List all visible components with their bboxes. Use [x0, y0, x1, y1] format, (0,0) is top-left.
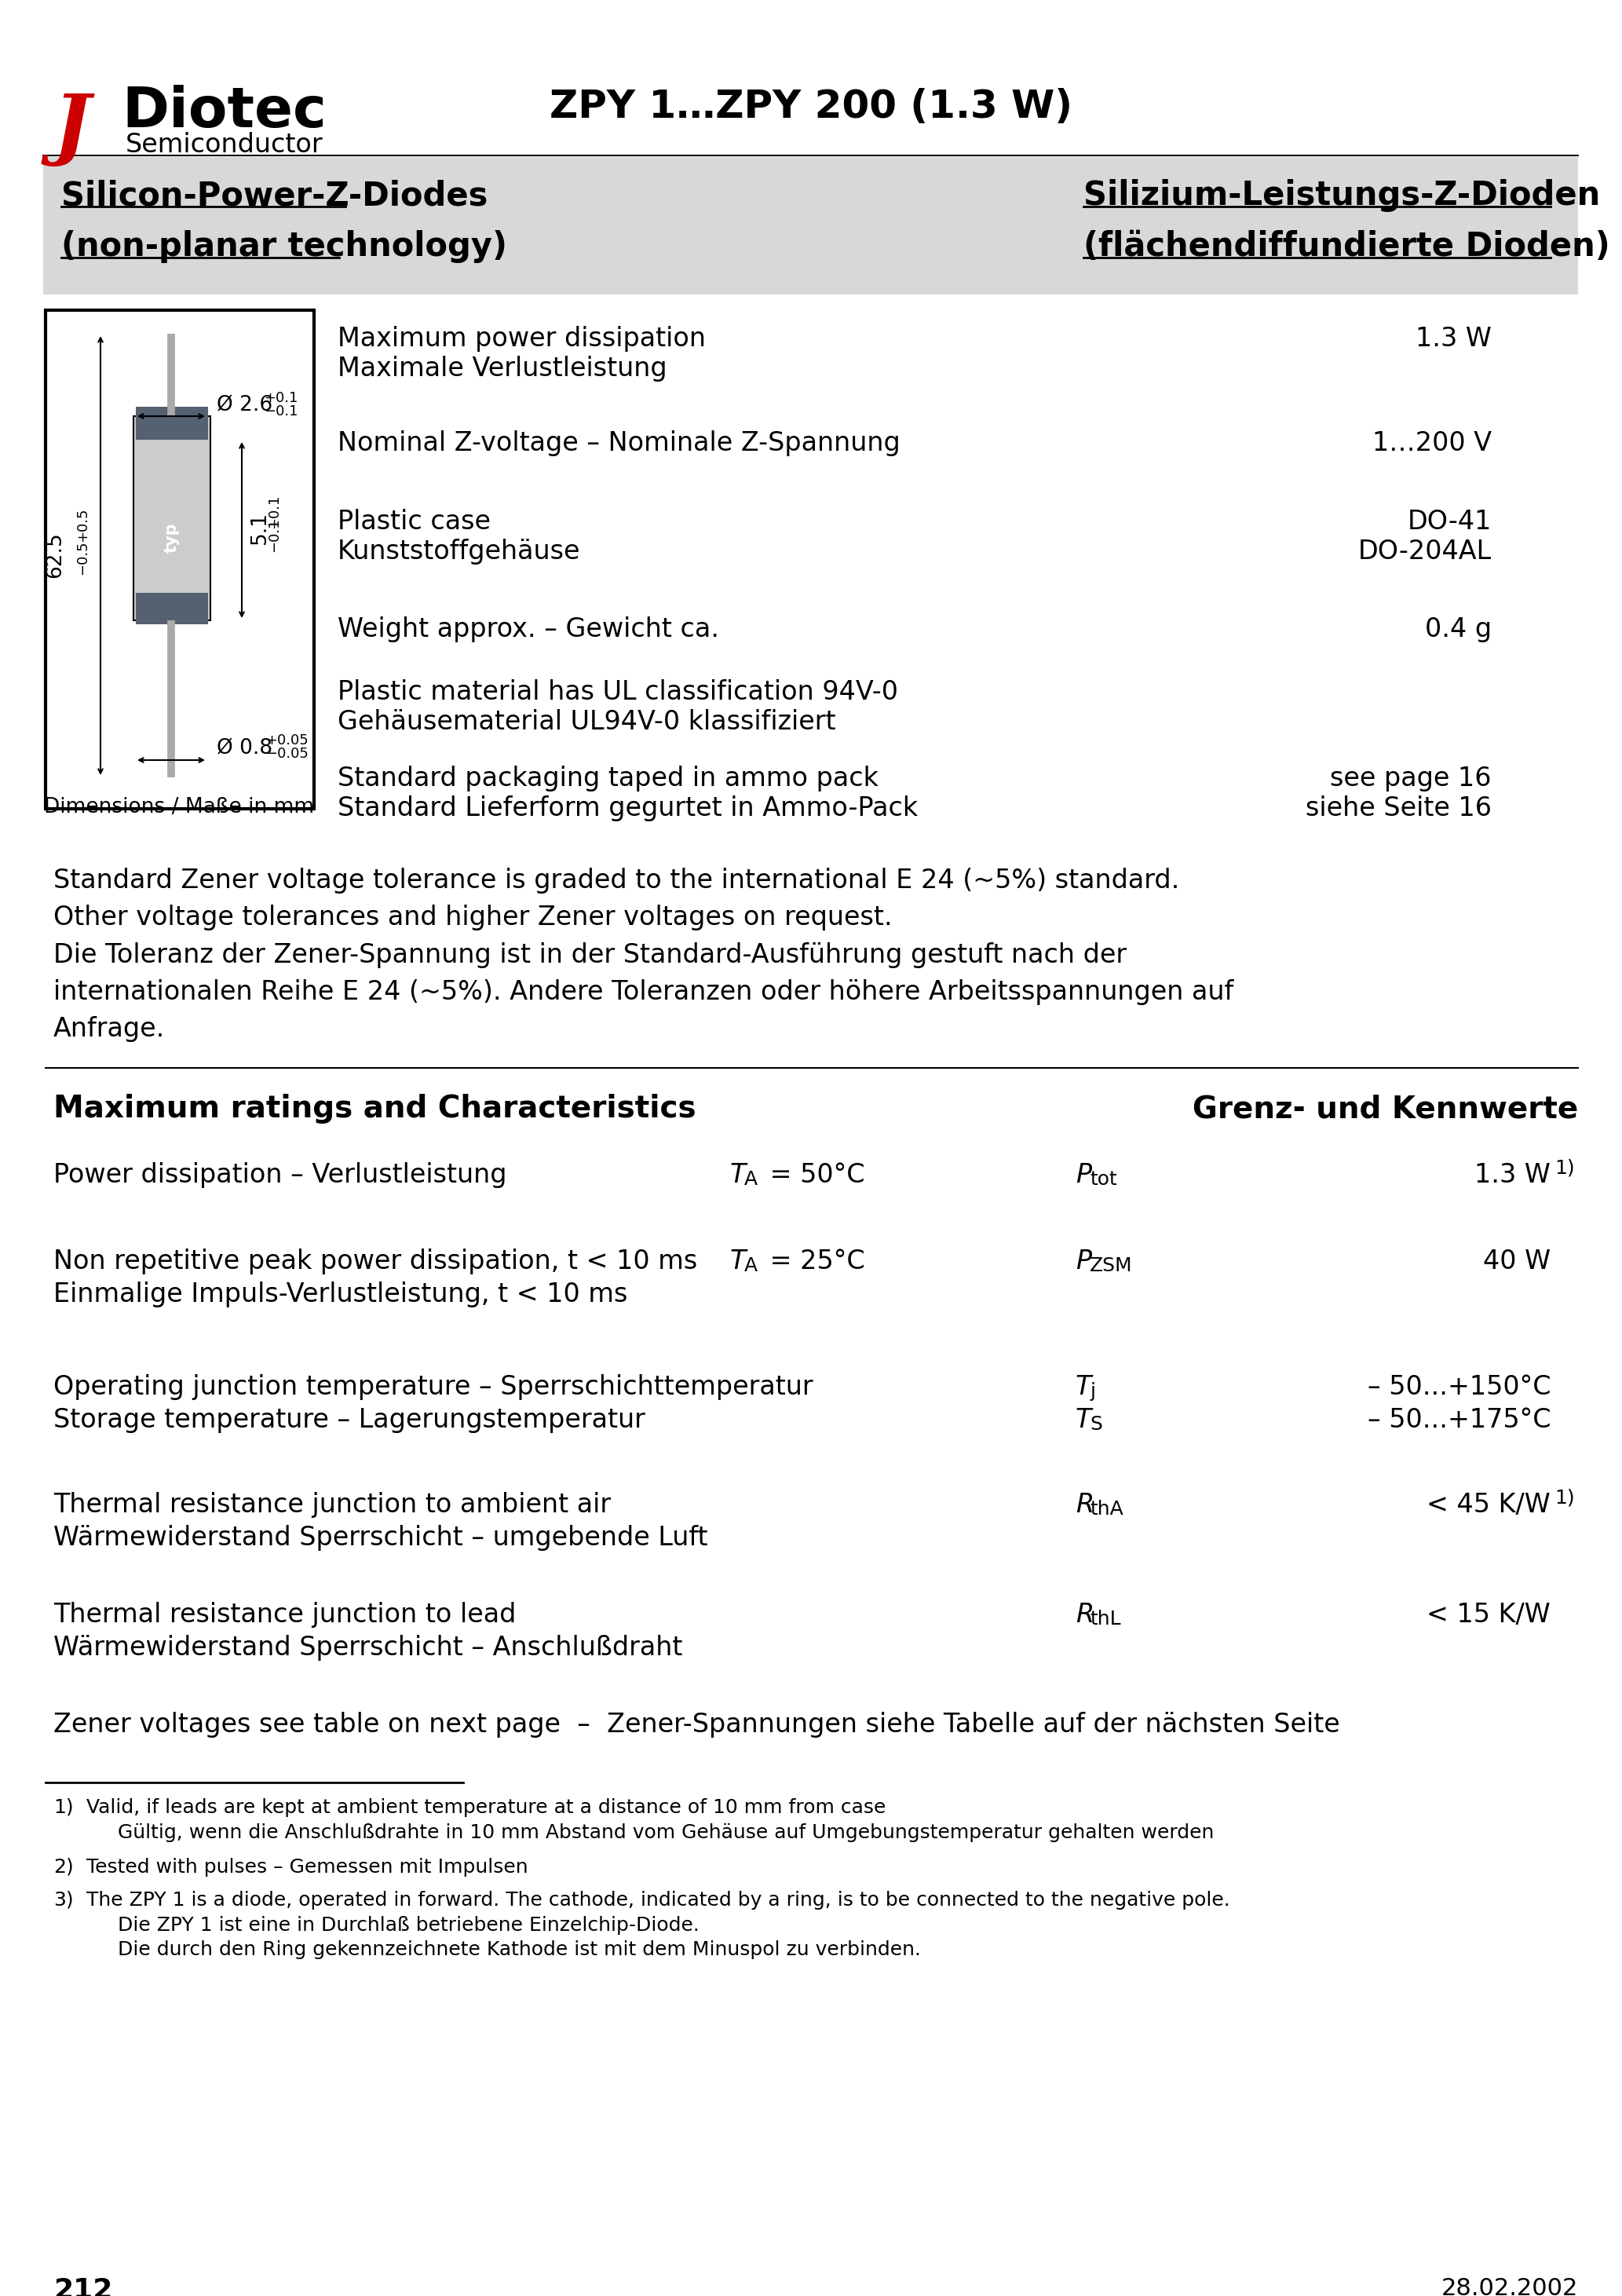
Text: Non repetitive peak power dissipation, t < 10 ms: Non repetitive peak power dissipation, t… [54, 1249, 697, 1274]
Text: Tested with pulses – Gemessen mit Impulsen: Tested with pulses – Gemessen mit Impuls… [86, 1857, 529, 1876]
Text: = 25°C: = 25°C [762, 1249, 865, 1274]
Text: P: P [1075, 1249, 1092, 1274]
Text: +0.05: +0.05 [266, 732, 308, 748]
Text: Maximum ratings and Characteristics: Maximum ratings and Characteristics [54, 1093, 696, 1123]
Text: P: P [1075, 1162, 1092, 1187]
Text: Kunststoffgehäuse: Kunststoffgehäuse [337, 540, 581, 565]
Text: Standard Zener voltage tolerance is graded to the international E 24 (~5%) stand: Standard Zener voltage tolerance is grad… [54, 868, 1234, 1042]
Text: typ: typ [164, 523, 180, 553]
Text: 3): 3) [54, 1892, 73, 1910]
Text: 1.3 W: 1.3 W [1416, 326, 1492, 351]
Text: siehe Seite 16: siehe Seite 16 [1306, 794, 1492, 822]
Text: – 50...+150°C: – 50...+150°C [1367, 1373, 1551, 1401]
Text: = 50°C: = 50°C [762, 1162, 865, 1187]
Text: Storage temperature – Lagerungstemperatur: Storage temperature – Lagerungstemperatu… [54, 1407, 646, 1433]
Text: 2): 2) [54, 1857, 73, 1876]
Text: < 45 K/W: < 45 K/W [1427, 1492, 1551, 1518]
Text: (non-planar technology): (non-planar technology) [62, 230, 508, 264]
Text: Operating junction temperature – Sperrschichttemperatur: Operating junction temperature – Sperrsc… [54, 1373, 813, 1401]
Text: ZSM: ZSM [1090, 1256, 1132, 1274]
Text: Grenz- und Kennwerte: Grenz- und Kennwerte [1192, 1093, 1578, 1123]
Text: 62.5: 62.5 [45, 533, 65, 579]
Text: 28.02.2002: 28.02.2002 [1440, 2278, 1578, 2296]
Text: Silizium-Leistungs-Z-Dioden: Silizium-Leistungs-Z-Dioden [1083, 179, 1601, 211]
Text: 1): 1) [1554, 1488, 1575, 1506]
Text: +0.1: +0.1 [268, 494, 281, 528]
Text: +0.1: +0.1 [264, 390, 298, 404]
Text: – 50...+175°C: – 50...+175°C [1367, 1407, 1551, 1433]
Text: −0.1: −0.1 [268, 517, 281, 551]
Text: −0.5: −0.5 [75, 540, 89, 574]
Text: Thermal resistance junction to lead: Thermal resistance junction to lead [54, 1603, 516, 1628]
Text: R: R [1075, 1603, 1093, 1628]
Text: < 15 K/W: < 15 K/W [1427, 1603, 1551, 1628]
Text: Ø 0.8: Ø 0.8 [217, 737, 272, 758]
Text: 40 W: 40 W [1483, 1249, 1551, 1274]
Text: +0.5: +0.5 [75, 507, 89, 542]
Text: The ZPY 1 is a diode, operated in forward. The cathode, indicated by a ring, is : The ZPY 1 is a diode, operated in forwar… [86, 1892, 1229, 1958]
Text: Standard Lieferform gegurtet in Ammo-Pack: Standard Lieferform gegurtet in Ammo-Pac… [337, 794, 918, 822]
Text: Valid, if leads are kept at ambient temperature at a distance of 10 mm from case: Valid, if leads are kept at ambient temp… [86, 1798, 1213, 1841]
Text: Silicon-Power-Z-Diodes: Silicon-Power-Z-Diodes [62, 179, 488, 211]
Text: 1): 1) [1554, 1157, 1575, 1178]
Text: Weight approx. – Gewicht ca.: Weight approx. – Gewicht ca. [337, 615, 719, 643]
Text: Dimensions / Maße in mm: Dimensions / Maße in mm [44, 797, 315, 817]
Bar [44, 156, 1578, 294]
Text: Ø 2.6: Ø 2.6 [217, 395, 272, 416]
Text: Wärmewiderstand Sperrschicht – umgebende Luft: Wärmewiderstand Sperrschicht – umgebende… [54, 1525, 707, 1550]
Text: DO-41: DO-41 [1408, 510, 1492, 535]
Text: 5.1: 5.1 [250, 512, 271, 544]
Text: tot: tot [1090, 1171, 1118, 1189]
Text: 1): 1) [54, 1798, 73, 1816]
Text: 1.3 W: 1.3 W [1474, 1162, 1551, 1187]
Text: see page 16: see page 16 [1330, 765, 1492, 792]
Text: Plastic material has UL classification 94V-0: Plastic material has UL classification 9… [337, 680, 899, 705]
Bar [45, 310, 315, 808]
Text: Zener voltages see table on next page  –  Zener-Spannungen siehe Tabelle auf der: Zener voltages see table on next page – … [54, 1713, 1340, 1738]
Text: T: T [1075, 1373, 1092, 1401]
Text: thA: thA [1090, 1499, 1124, 1518]
Text: −0.1: −0.1 [264, 404, 298, 418]
Text: T: T [730, 1249, 746, 1274]
Bar [136, 406, 208, 441]
Text: T: T [1075, 1407, 1092, 1433]
Text: ZPY 1…ZPY 200 (1.3 W): ZPY 1…ZPY 200 (1.3 W) [550, 87, 1072, 126]
Text: Maximale Verlustleistung: Maximale Verlustleistung [337, 356, 667, 381]
Text: (flächendiffundierte Dioden): (flächendiffundierte Dioden) [1083, 230, 1611, 264]
Text: Einmalige Impuls-Verlustleistung, t < 10 ms: Einmalige Impuls-Verlustleistung, t < 10… [54, 1281, 628, 1306]
Text: Semiconductor: Semiconductor [125, 131, 323, 158]
Text: Diotec: Diotec [122, 85, 326, 140]
Text: 0.4 g: 0.4 g [1424, 615, 1492, 643]
Text: 212: 212 [54, 2278, 112, 2296]
Text: J: J [54, 90, 91, 165]
Text: thL: thL [1090, 1609, 1121, 1628]
Text: S: S [1090, 1414, 1103, 1433]
Text: Plastic case: Plastic case [337, 510, 491, 535]
Text: DO-204AL: DO-204AL [1358, 540, 1492, 565]
Text: Standard packaging taped in ammo pack: Standard packaging taped in ammo pack [337, 765, 879, 792]
Bar [133, 416, 211, 620]
Text: −0.05: −0.05 [266, 746, 308, 760]
Text: A: A [744, 1171, 757, 1189]
Text: T: T [730, 1162, 746, 1187]
Text: A: A [744, 1256, 757, 1274]
Text: 1…200 V: 1…200 V [1372, 429, 1492, 457]
Text: Wärmewiderstand Sperrschicht – Anschlußdraht: Wärmewiderstand Sperrschicht – Anschlußd… [54, 1635, 683, 1660]
Text: Gehäusematerial UL94V-0 klassifiziert: Gehäusematerial UL94V-0 klassifiziert [337, 709, 835, 735]
Text: Nominal Z-voltage – Nominale Z-Spannung: Nominal Z-voltage – Nominale Z-Spannung [337, 429, 900, 457]
Text: Thermal resistance junction to ambient air: Thermal resistance junction to ambient a… [54, 1492, 611, 1518]
Text: Maximum power dissipation: Maximum power dissipation [337, 326, 706, 351]
Bar [136, 592, 208, 625]
Text: j: j [1090, 1382, 1095, 1401]
Text: Power dissipation – Verlustleistung: Power dissipation – Verlustleistung [54, 1162, 506, 1187]
Text: R: R [1075, 1492, 1093, 1518]
